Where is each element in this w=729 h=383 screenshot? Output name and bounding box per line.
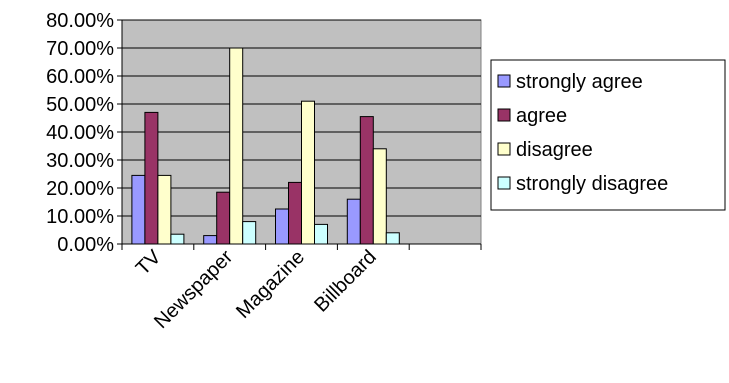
y-tick-label: 20.00% bbox=[46, 178, 114, 200]
legend-swatch bbox=[497, 108, 511, 122]
legend-label: strongly disagree bbox=[516, 173, 668, 195]
x-tick-label: Billboard bbox=[310, 246, 381, 317]
bar bbox=[157, 174, 172, 245]
bar bbox=[372, 148, 387, 245]
y-axis-ticks: 0.00% 10.00% 20.00% 30.00% 40.00% 50.00% 60.00… bbox=[46, 10, 122, 256]
bar bbox=[385, 232, 400, 245]
y-tick-label: 30.00% bbox=[46, 150, 114, 172]
bar bbox=[216, 191, 231, 245]
x-tick-label: Magazine bbox=[232, 246, 309, 323]
legend-box bbox=[490, 59, 726, 211]
x-tick-label: TV bbox=[132, 246, 166, 280]
y-tick-label: 10.00% bbox=[46, 206, 114, 228]
x-tick-label: Newspaper bbox=[150, 246, 237, 333]
legend-swatch bbox=[497, 74, 511, 88]
legend-swatch bbox=[497, 142, 511, 156]
bar bbox=[301, 100, 315, 245]
y-tick-label: 60.00% bbox=[46, 66, 114, 88]
y-tick-label: 80.00% bbox=[46, 10, 114, 32]
y-tick-label: 0.00% bbox=[57, 234, 114, 256]
bar bbox=[170, 233, 185, 245]
bar bbox=[314, 223, 328, 245]
y-tick-label: 40.00% bbox=[46, 122, 114, 144]
bar bbox=[346, 198, 361, 245]
legend: strongly agree agree disagree strongly disa… bbox=[490, 59, 726, 211]
legend-swatch bbox=[497, 176, 511, 190]
bar bbox=[275, 208, 289, 245]
bar bbox=[288, 181, 302, 245]
bar bbox=[229, 47, 244, 245]
legend-label: agree bbox=[516, 105, 567, 127]
bar bbox=[359, 116, 374, 245]
bar bbox=[144, 111, 159, 245]
y-tick-label: 70.00% bbox=[46, 38, 114, 60]
bar bbox=[131, 174, 146, 245]
legend-label: strongly agree bbox=[516, 71, 643, 93]
bar bbox=[242, 221, 257, 245]
legend-label: disagree bbox=[516, 139, 593, 161]
bar bbox=[203, 235, 218, 245]
y-tick-label: 50.00% bbox=[46, 94, 114, 116]
